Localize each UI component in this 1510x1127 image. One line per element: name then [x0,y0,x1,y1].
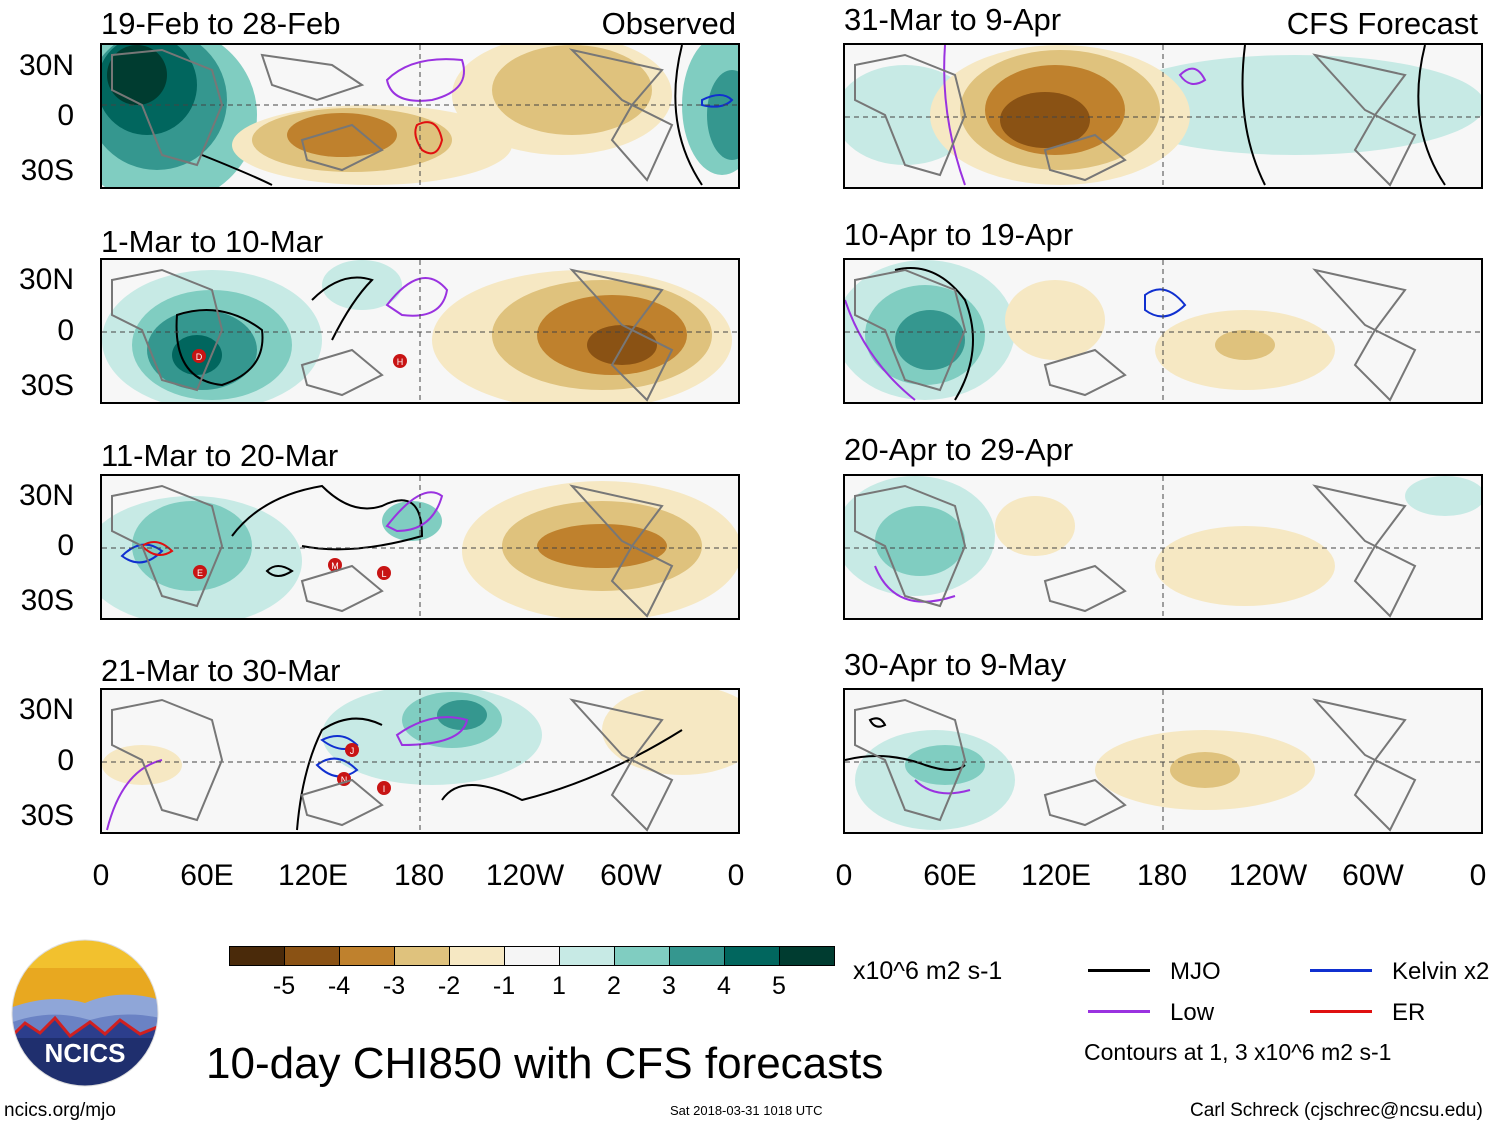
lon-label: 0 [835,859,853,892]
lon-label: 180 [1136,859,1188,892]
panel-title-fcst-4: 30-Apr to 9-May [844,647,1067,682]
map-panel-forecast-2 [843,258,1483,404]
legend-line-low [1088,1010,1150,1013]
lat-label: 0 [57,744,74,777]
colorbar-swatch [614,946,670,966]
map-panel-observed-4: J N I [100,688,740,834]
contour-note: Contours at 1, 3 x10^6 m2 s-1 [1084,1039,1392,1065]
map-panel-observed-3: E M L [100,474,740,620]
colorbar-tick-label: -4 [327,972,351,1000]
colorbar-swatch [504,946,560,966]
lat-label: 0 [57,99,74,132]
panel-title-fcst-1: 31-Mar to 9-Apr [844,2,1062,37]
colorbar-swatch [229,946,285,966]
storm-marker: M [331,561,339,571]
logo-text: NCICS [45,1038,126,1068]
storm-marker: H [397,357,404,367]
panel-title-obs-3: 11-Mar to 20-Mar [101,438,339,473]
lat-label: 30N [18,479,74,512]
colorbar-swatch [779,946,835,966]
colorbar-tick-label: 3 [662,972,676,1000]
lat-label: 30S [20,799,74,832]
colorbar-swatch [449,946,505,966]
panel-title-obs-1: 19-Feb to 28-Feb [101,6,341,41]
colorbar-tick-label: -5 [272,972,296,1000]
lon-label: 120W [485,859,565,892]
storm-marker: J [350,746,355,756]
colorbar-tick-label: 4 [717,972,731,1000]
colorbar-swatch [724,946,780,966]
lat-label: 0 [57,529,74,562]
ncics-logo: NCICS [10,938,160,1088]
lon-label: 0 [727,859,745,892]
lon-label: 60W [1342,859,1404,892]
legend-label-mjo: MJO [1170,958,1221,985]
legend-line-kelvin [1310,969,1372,972]
legend-line-mjo [1088,969,1150,972]
colorbar-tick-label: 1 [552,972,566,1000]
colorbar-swatch [669,946,725,966]
observed-label: Observed [601,6,736,41]
map-panel-observed-1 [100,43,740,189]
lon-label: 120E [277,859,349,892]
source-url: ncics.org/mjo [4,1100,116,1121]
lon-label: 60E [180,859,234,892]
lon-label: 60E [923,859,977,892]
colorbar-swatch [394,946,450,966]
legend-label-low: Low [1170,999,1215,1026]
lon-label: 0 [1469,859,1487,892]
lon-label: 120E [1020,859,1092,892]
lat-label: 30N [18,49,74,82]
colorbar-units: x10^6 m2 s-1 [853,957,1003,985]
lat-label: 30S [20,369,74,402]
colorbar-swatch [559,946,615,966]
storm-marker: N [341,775,348,785]
colorbar-tick-label: -3 [382,972,406,1000]
map-panel-forecast-3 [843,474,1483,620]
timestamp: Sat 2018-03-31 1018 UTC [670,1103,823,1118]
colorbar-tick-label: -1 [492,972,516,1000]
lon-label: 120W [1228,859,1308,892]
storm-marker: I [383,784,386,794]
lat-label: 30S [20,154,74,187]
colorbar-tick-label: 2 [607,972,621,1000]
legend-label-er: ER [1392,999,1426,1026]
storm-marker: E [197,568,203,578]
panel-title-obs-2: 1-Mar to 10-Mar [101,224,324,259]
lon-label: 180 [393,859,445,892]
storm-marker: D [196,352,203,362]
main-title: 10-day CHI850 with CFS forecasts [206,1039,884,1088]
map-panel-forecast-4 [843,688,1483,834]
panel-title-fcst-2: 10-Apr to 19-Apr [844,217,1074,252]
legend-line-er [1310,1010,1372,1013]
lon-label: 0 [92,859,110,892]
colorbar-swatch [339,946,395,966]
author-credit: Carl Schreck (cjschrec@ncsu.edu) [1190,1100,1483,1121]
legend-label-kelvin: Kelvin x2 [1392,958,1490,985]
colorbar-tick-label: 5 [772,972,786,1000]
lat-label: 30N [18,693,74,726]
panel-title-fcst-3: 20-Apr to 29-Apr [844,432,1074,467]
map-panel-forecast-1 [843,43,1483,189]
panel-title-obs-4: 21-Mar to 30-Mar [101,653,341,688]
storm-marker: L [381,569,386,579]
lat-label: 30S [20,584,74,617]
colorbar-swatch [284,946,340,966]
forecast-label: CFS Forecast [1286,6,1478,41]
lat-label: 30N [18,263,74,296]
lat-label: 0 [57,314,74,347]
colorbar-tick-label: -2 [437,972,461,1000]
map-panel-observed-2: D H [100,258,740,404]
lon-label: 60W [600,859,662,892]
